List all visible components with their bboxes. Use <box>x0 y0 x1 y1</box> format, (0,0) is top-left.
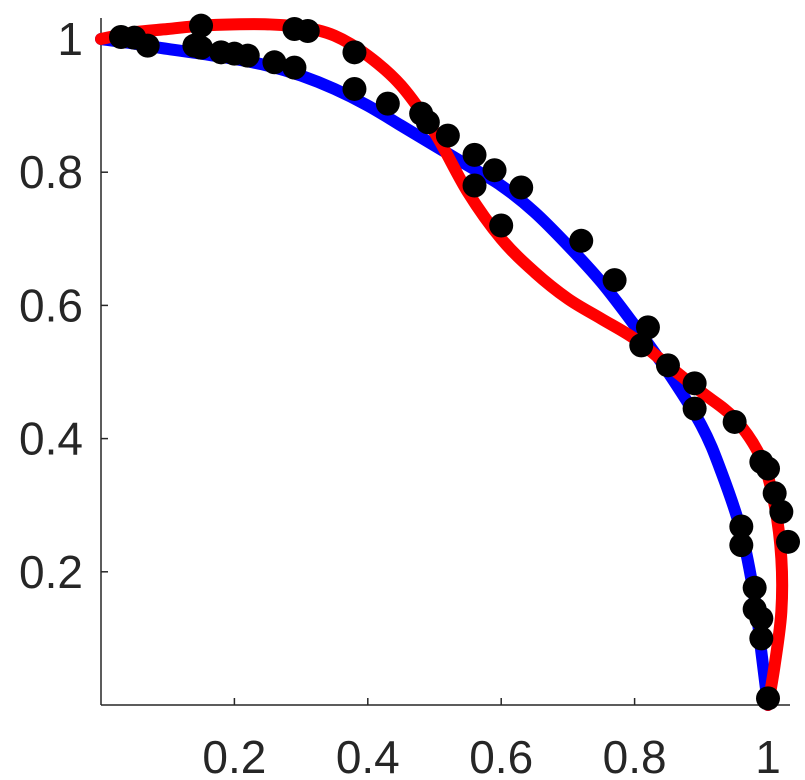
y-tick-label: 0.6 <box>19 279 83 331</box>
data-point <box>135 33 160 58</box>
data-point <box>729 514 754 539</box>
x-tick-label: 1 <box>755 731 781 780</box>
y-tick-label: 1 <box>57 13 83 65</box>
data-point <box>655 353 680 378</box>
data-point <box>342 76 367 101</box>
data-point <box>635 315 660 340</box>
data-point <box>295 19 320 44</box>
points-layer <box>109 13 801 711</box>
data-point <box>569 228 594 253</box>
data-point <box>776 529 801 554</box>
y-tick-label: 0.4 <box>19 413 83 465</box>
axes <box>100 18 790 706</box>
data-point <box>749 626 774 651</box>
data-point <box>462 173 487 198</box>
data-point <box>435 123 460 148</box>
data-point <box>375 91 400 116</box>
data-point <box>749 606 774 631</box>
x-tick-label: 0.6 <box>469 731 533 780</box>
x-ticks: 0.2 0.4 0.6 0.8 1 <box>202 698 781 780</box>
data-point <box>629 333 654 358</box>
data-point <box>742 575 767 600</box>
y-tick-label: 0.2 <box>19 546 83 598</box>
data-point <box>262 50 287 75</box>
data-point <box>722 409 747 434</box>
x-tick-label: 0.8 <box>603 731 667 780</box>
data-point <box>342 40 367 65</box>
data-point <box>769 499 794 524</box>
data-point <box>756 686 780 711</box>
data-point <box>235 43 260 68</box>
x-tick-label: 0.4 <box>336 731 400 780</box>
data-point <box>282 55 307 80</box>
y-ticks: 0.2 0.4 0.6 0.8 1 <box>19 13 108 598</box>
data-point <box>602 268 627 293</box>
data-point <box>489 213 514 238</box>
data-point <box>756 456 780 481</box>
data-point <box>762 481 787 506</box>
x-tick-label: 0.2 <box>202 731 266 780</box>
data-point <box>415 110 440 135</box>
data-point <box>509 175 534 200</box>
data-point <box>729 533 754 558</box>
data-point <box>462 142 487 167</box>
data-point <box>189 13 214 38</box>
data-point <box>189 35 214 60</box>
data-point <box>482 158 507 183</box>
data-point <box>682 371 707 396</box>
y-tick-label: 0.8 <box>19 146 83 198</box>
data-point <box>682 396 707 421</box>
